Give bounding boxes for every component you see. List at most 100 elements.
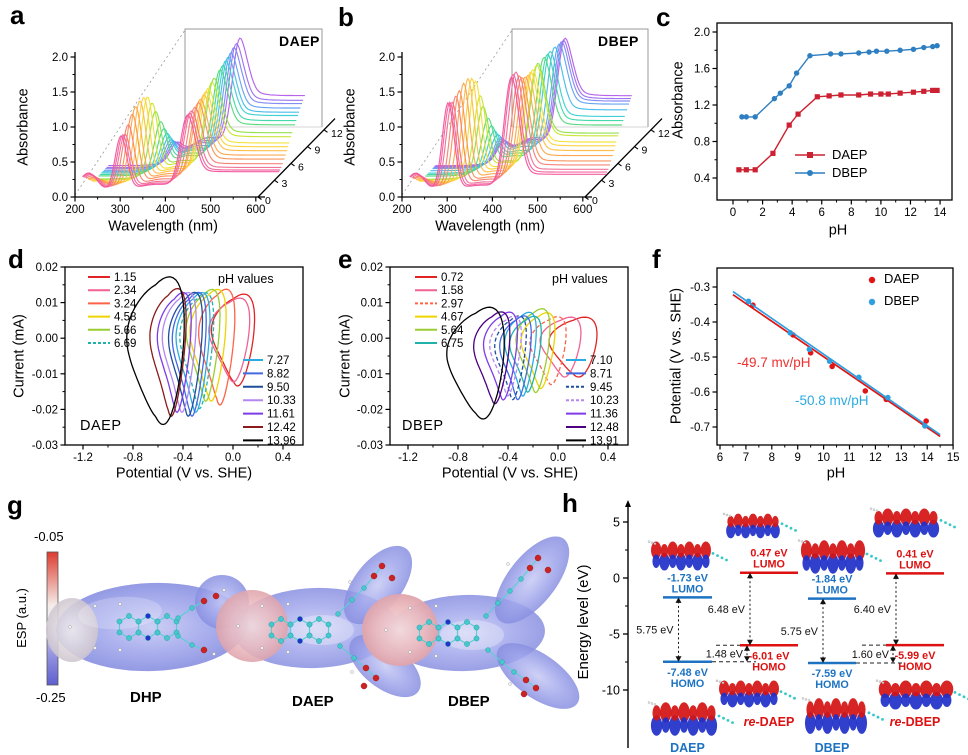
svg-text:9.45: 9.45 — [590, 382, 612, 394]
svg-text:1.5: 1.5 — [379, 87, 395, 99]
svg-text:LUMO: LUMO — [816, 585, 848, 597]
svg-text:0: 0 — [730, 207, 736, 219]
svg-text:-0.8: -0.8 — [448, 452, 468, 464]
panel-a-y-axis-label: Absorbance — [15, 88, 32, 166]
esp-scale-min-label: -0.25 — [36, 690, 66, 705]
svg-text:0: 0 — [613, 572, 620, 586]
svg-text:9: 9 — [642, 145, 648, 157]
svg-text:-5.99 eV: -5.99 eV — [895, 650, 937, 662]
svg-text:0.0: 0.0 — [550, 452, 566, 464]
panel-c-legend-daep-label: DAEP — [832, 147, 868, 162]
panel-f-slope-daep: -49.7 mv/pH — [737, 355, 811, 370]
svg-text:0.41 eV: 0.41 eV — [896, 548, 934, 560]
svg-text:0: 0 — [592, 195, 598, 207]
svg-text:2.0: 2.0 — [694, 27, 710, 39]
svg-text:11: 11 — [844, 452, 856, 464]
panel-letter-g: g — [7, 490, 23, 520]
svg-text:400: 400 — [483, 204, 502, 216]
svg-text:-0.7: -0.7 — [690, 422, 710, 434]
svg-text:4: 4 — [789, 207, 796, 219]
panel-d-x-axis-label: Potential (V vs. SHE) — [115, 465, 253, 482]
svg-text:6.40 eV: 6.40 eV — [854, 604, 892, 616]
svg-text:10.23: 10.23 — [590, 395, 619, 407]
panel-a-title: DAEP — [279, 33, 320, 49]
molecule-name-dhp: DHP — [130, 689, 162, 706]
panel-d-y-axis-label: Current (mA) — [11, 314, 28, 398]
svg-text:14: 14 — [934, 207, 947, 219]
svg-text:14: 14 — [921, 452, 934, 464]
svg-text:0.0: 0.0 — [379, 192, 395, 204]
svg-text:8.71: 8.71 — [590, 368, 612, 380]
svg-text:6: 6 — [717, 452, 723, 464]
svg-text:1.15: 1.15 — [114, 272, 136, 284]
svg-text:-1.84 eV: -1.84 eV — [812, 574, 854, 586]
panel-letter-h: h — [562, 488, 578, 518]
svg-text:11.36: 11.36 — [590, 409, 618, 421]
svg-text:-0.5: -0.5 — [690, 352, 710, 364]
svg-text:3: 3 — [282, 178, 288, 190]
svg-text:0.0: 0.0 — [52, 192, 68, 204]
panel-f-y-axis-label: Potential (V vs. SHE) — [668, 287, 685, 425]
svg-text:6.69: 6.69 — [114, 338, 136, 350]
panel-f-legend-dbep-label: DBEP — [884, 293, 920, 308]
svg-text:12.48: 12.48 — [590, 422, 619, 434]
svg-text:2.0: 2.0 — [379, 52, 395, 64]
svg-text:15: 15 — [947, 452, 960, 464]
svg-text:DAEP: DAEP — [670, 741, 705, 755]
svg-text:2: 2 — [759, 207, 765, 219]
svg-text:9: 9 — [315, 145, 321, 157]
svg-text:10: 10 — [817, 452, 830, 464]
svg-text:DBEP: DBEP — [815, 741, 850, 755]
svg-text:8.82: 8.82 — [267, 368, 289, 380]
esp-scale-max-label: -0.05 — [34, 529, 64, 544]
esp-axis-label: ESP (a.u.) — [14, 588, 30, 648]
svg-text:0.72: 0.72 — [441, 272, 463, 284]
svg-text:10: 10 — [875, 207, 888, 219]
svg-text:200: 200 — [65, 204, 84, 216]
svg-text:6: 6 — [298, 161, 304, 173]
svg-text:6: 6 — [819, 207, 825, 219]
svg-text:re-DBEP: re-DBEP — [890, 715, 941, 729]
svg-text:300: 300 — [438, 204, 457, 216]
svg-text:10.33: 10.33 — [267, 395, 296, 407]
svg-text:0.8: 0.8 — [694, 137, 710, 149]
svg-text:5.75 eV: 5.75 eV — [781, 626, 819, 638]
svg-text:HOMO: HOMO — [752, 661, 786, 673]
panel-f-slope-dbep: -50.8 mv/pH — [795, 393, 869, 408]
svg-text:0.5: 0.5 — [379, 157, 395, 169]
svg-text:-0.01: -0.01 — [357, 369, 383, 381]
svg-text:1.0: 1.0 — [52, 122, 68, 134]
panel-c-legend-dbep-label: DBEP — [832, 165, 868, 180]
svg-text:-1.2: -1.2 — [398, 452, 418, 464]
svg-text:7.27: 7.27 — [267, 355, 289, 367]
panel-h-y-axis-label: Energy level (eV) — [575, 564, 593, 680]
svg-text:1.0: 1.0 — [379, 122, 395, 134]
svg-text:9: 9 — [794, 452, 800, 464]
svg-text:3: 3 — [609, 178, 615, 190]
svg-text:500: 500 — [201, 204, 220, 216]
svg-text:11.61: 11.61 — [267, 409, 295, 421]
svg-text:12.42: 12.42 — [267, 422, 296, 434]
svg-text:7.10: 7.10 — [590, 355, 612, 367]
svg-text:5.64: 5.64 — [441, 325, 464, 337]
svg-text:HOMO: HOMO — [898, 661, 932, 673]
svg-text:0.00: 0.00 — [36, 333, 58, 345]
svg-text:12: 12 — [331, 128, 343, 140]
svg-text:0.02: 0.02 — [361, 262, 383, 274]
svg-text:re-DAEP: re-DAEP — [744, 715, 795, 729]
svg-text:0.02: 0.02 — [36, 262, 58, 274]
panel-c-x-axis-label: pH — [828, 222, 848, 239]
svg-text:13.91: 13.91 — [590, 435, 619, 447]
svg-text:12: 12 — [869, 452, 882, 464]
svg-text:1.60 eV: 1.60 eV — [852, 649, 890, 661]
svg-text:LUMO: LUMO — [753, 559, 785, 571]
panel-a-x-axis-label: Wavelength (nm) — [108, 218, 218, 235]
svg-text:0.01: 0.01 — [361, 298, 383, 310]
svg-text:5: 5 — [613, 516, 620, 530]
svg-text:0.4: 0.4 — [275, 452, 292, 464]
svg-text:0.00: 0.00 — [361, 333, 383, 345]
svg-text:-0.4: -0.4 — [173, 452, 193, 464]
svg-text:12: 12 — [658, 128, 670, 140]
svg-text:1.58: 1.58 — [441, 285, 463, 297]
